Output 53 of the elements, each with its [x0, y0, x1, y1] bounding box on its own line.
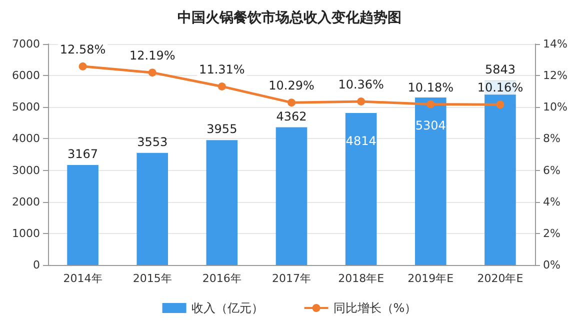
bar — [67, 165, 98, 265]
y2-tick-label: 10% — [543, 100, 568, 114]
data-label: 3553 — [137, 134, 168, 149]
x-tick-label: 2015年 — [132, 272, 172, 285]
legend-label: 同比增长（%） — [333, 301, 417, 315]
data-label: 10.36% — [338, 77, 384, 92]
x-tick-label: 2017年 — [272, 272, 311, 285]
data-label: 4814 — [346, 134, 376, 148]
point — [357, 97, 366, 106]
y-tick-label: 3000 — [12, 164, 40, 177]
y2-tick-label: 2% — [543, 226, 560, 240]
x-tick-label: 2018年E — [338, 272, 384, 285]
y-tick-label: 5000 — [12, 100, 40, 114]
y2-tick-label: 6% — [543, 164, 560, 177]
data-label: 10.18% — [408, 80, 454, 94]
y2-tick-label: 8% — [543, 132, 560, 146]
point — [218, 82, 226, 90]
data-label: 10.16% — [477, 80, 524, 95]
y-tick-label: 7000 — [12, 38, 40, 50]
y2-tick-label: 14% — [543, 38, 568, 50]
data-label: 3167 — [68, 147, 98, 162]
y-tick-label: 0 — [33, 258, 40, 272]
y-tick-label: 1000 — [12, 226, 40, 240]
bar — [136, 152, 168, 265]
bar — [276, 127, 308, 265]
x-tick-label: 2019年E — [408, 272, 454, 285]
point — [148, 68, 156, 77]
y2-tick-label: 12% — [543, 69, 568, 82]
bar — [206, 140, 238, 265]
data-label: 5304 — [415, 118, 446, 133]
point — [426, 100, 435, 108]
data-label: 4362 — [276, 109, 307, 124]
point — [288, 98, 296, 107]
data-label: 5843 — [484, 62, 516, 77]
data-label: 11.31% — [199, 62, 245, 76]
y-tick-label: 2000 — [12, 195, 40, 208]
chart-title: 中国火锅餐饮市场总收入变化趋势图 — [178, 9, 402, 26]
bar — [414, 98, 446, 265]
data-label: 12.19% — [129, 48, 176, 63]
y-tick-label: 6000 — [12, 69, 40, 82]
data-label: 3955 — [206, 122, 238, 136]
data-label: 12.58% — [60, 42, 106, 56]
y2-tick-label: 4% — [543, 195, 560, 208]
x-tick-label: 2020年E — [477, 272, 524, 285]
data-label: 10.29% — [268, 78, 314, 93]
point — [496, 100, 504, 109]
y-tick-label: 4000 — [12, 132, 40, 146]
point — [78, 62, 87, 70]
legend-label: 收入（亿元） — [191, 301, 264, 315]
bar — [345, 113, 377, 265]
x-tick-label: 2014年 — [63, 272, 102, 285]
x-tick-label: 2016年 — [202, 272, 242, 285]
y2-tick-label: 0% — [543, 258, 560, 272]
